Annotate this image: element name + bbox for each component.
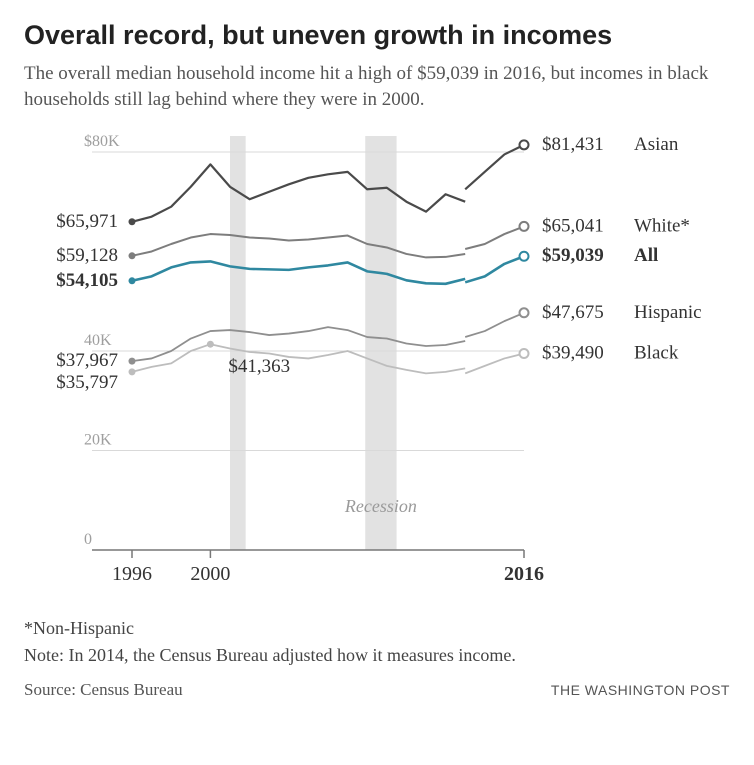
svg-text:$39,490: $39,490	[542, 343, 604, 364]
source-line: Source: Census Bureau	[24, 680, 183, 700]
svg-text:White*: White*	[634, 216, 690, 237]
svg-text:Black: Black	[634, 343, 679, 364]
svg-text:All: All	[634, 246, 658, 267]
svg-text:$65,971: $65,971	[56, 211, 118, 232]
svg-text:Asian: Asian	[634, 134, 679, 155]
svg-text:$35,797: $35,797	[56, 372, 118, 393]
svg-text:40K: 40K	[84, 332, 112, 349]
svg-text:$47,675: $47,675	[542, 302, 604, 323]
svg-text:Recession: Recession	[344, 496, 417, 516]
svg-text:1996: 1996	[112, 563, 152, 585]
svg-text:$81,431: $81,431	[542, 134, 604, 155]
svg-text:$65,041: $65,041	[542, 216, 604, 237]
footnote: *Non-Hispanic	[24, 618, 730, 639]
svg-text:Hispanic: Hispanic	[634, 302, 702, 323]
svg-text:$41,363: $41,363	[228, 356, 290, 377]
svg-text:$54,105: $54,105	[56, 270, 118, 291]
svg-text:$37,967: $37,967	[56, 350, 118, 371]
chart-title: Overall record, but uneven growth in inc…	[24, 20, 730, 51]
svg-text:2016: 2016	[504, 563, 544, 585]
methodology-note: Note: In 2014, the Census Bureau adjuste…	[24, 645, 730, 666]
svg-text:$59,039: $59,039	[542, 246, 604, 267]
line-chart: 0 20K 40K $80K 1996 2000 2016 Recession $65,971 $…	[24, 130, 730, 610]
svg-text:$80K: $80K	[84, 133, 120, 150]
svg-text:$59,128: $59,128	[56, 245, 118, 266]
publisher-brand: THE WASHINGTON POST	[551, 682, 730, 698]
svg-text:20K: 20K	[84, 432, 112, 449]
chart-subtitle: The overall median household income hit …	[24, 61, 730, 112]
svg-text:0: 0	[84, 531, 92, 548]
svg-text:2000: 2000	[190, 563, 230, 585]
